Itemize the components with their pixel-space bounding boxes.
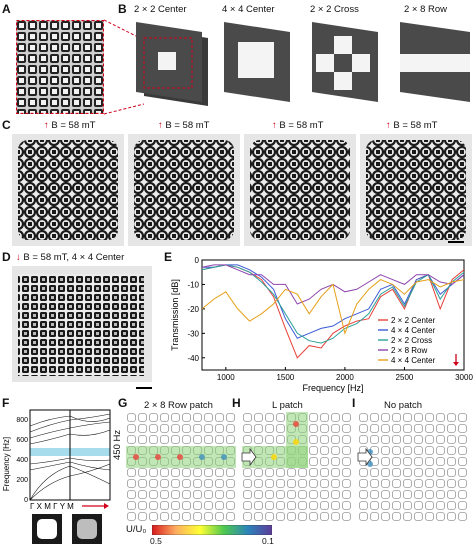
config-2x2-center xyxy=(136,22,208,106)
h-title: L patch xyxy=(272,400,303,411)
y-tick-label: -20 xyxy=(187,305,199,314)
transmission-chart: 1000 1500 2000 2500 3000 0 -10 -20 -30 -40 Frequen… xyxy=(170,256,473,393)
field-label-d: ↓ B = 58 mT, 4 × 4 Center xyxy=(16,252,125,263)
y-axis-label: Transmission [dB] xyxy=(170,279,180,351)
legend-entry-2: 2 × 2 Cross xyxy=(391,336,432,345)
photo-d xyxy=(12,266,152,389)
brillouin-path-label: Γ X M Γ Y M xyxy=(30,502,74,511)
x-tick-label: 2500 xyxy=(396,373,414,382)
field-label-c1: ↑ B = 58 mT xyxy=(44,120,96,131)
x-tick-label: 2000 xyxy=(336,373,354,382)
legend-entry-0: 2 × 2 Center xyxy=(391,316,436,325)
y-tick-label: -40 xyxy=(187,354,199,363)
plot-frame xyxy=(201,259,465,371)
x-tick-label: 3000 xyxy=(455,373,473,382)
f-ytick-200: 200 xyxy=(16,477,28,484)
panel-label-g: G xyxy=(118,396,128,410)
panel-label-c: C xyxy=(2,118,11,132)
colorbar xyxy=(152,525,272,535)
f-ytick-600: 600 xyxy=(16,437,28,444)
dispersion-ylabel: Frequency [Hz] xyxy=(2,437,11,491)
config-2x8-row xyxy=(400,22,470,102)
x-axis-label: Frequency [Hz] xyxy=(302,383,363,393)
bandgap-1 xyxy=(30,448,70,456)
fem-fields xyxy=(126,412,468,522)
x-tick-label: 1000 xyxy=(217,373,235,382)
patch-configurations xyxy=(136,22,470,106)
legend-entry-4: 4 × 4 Center xyxy=(391,356,436,365)
colorbar-max: 0.1 xyxy=(262,536,274,546)
panel-label-e: E xyxy=(164,250,173,264)
g-freq-label: 450 Hz xyxy=(112,429,123,460)
i-title: No patch xyxy=(384,400,423,411)
bandgap-2 xyxy=(70,448,110,456)
field-label-c2: ↑ B = 58 mT xyxy=(158,120,210,131)
unit-cell-1 xyxy=(32,514,62,544)
config-title-2x8-row: 2 × 8 Row xyxy=(404,4,448,15)
config-title-4x4-center: 4 × 4 Center xyxy=(222,4,275,15)
config-2x2-cross xyxy=(312,22,378,102)
config-title-2x2-cross: 2 × 2 Cross xyxy=(310,4,359,15)
lattice-photo-a xyxy=(16,20,104,114)
colorbar-min: 0.5 xyxy=(150,536,162,546)
field-label-c4: ↑ B = 58 mT xyxy=(386,120,438,131)
panel-label-i: I xyxy=(352,396,356,410)
panel-label-b: B xyxy=(118,2,127,16)
photos-c xyxy=(12,134,472,246)
series-line-1 xyxy=(202,264,465,339)
f-ytick-0: 0 xyxy=(24,497,28,504)
panel-label-f: F xyxy=(2,396,10,410)
config-title-2x2-center: 2 × 2 Center xyxy=(134,4,187,15)
g-title: 2 × 8 Row patch xyxy=(144,400,213,411)
dispersion-diagram: Frequency [Hz] 0 200 400 600 800 Γ X M Γ… xyxy=(2,409,111,544)
panel-label-a: A xyxy=(2,2,11,16)
x-tick-label: 1500 xyxy=(276,373,294,382)
panel-label-h: H xyxy=(232,396,241,410)
series-line-4 xyxy=(201,279,465,335)
legend-entry-3: 2 × 8 Row xyxy=(391,346,427,355)
unit-cell-2 xyxy=(72,514,102,544)
field-label-c3: ↑ B = 58 mT xyxy=(272,120,324,131)
colorbar-label: U/U₀ xyxy=(126,524,147,535)
legend-entry-1: 4 × 4 Center xyxy=(391,326,436,335)
series-line-2 xyxy=(201,264,465,344)
f-ytick-400: 400 xyxy=(16,457,28,464)
panel-label-d: D xyxy=(2,250,11,264)
y-tick-label: -10 xyxy=(187,280,199,289)
f-ytick-800: 800 xyxy=(16,417,28,424)
y-tick-label: 0 xyxy=(195,256,200,265)
config-4x4-center xyxy=(224,22,290,102)
y-tick-label: -30 xyxy=(187,329,199,338)
